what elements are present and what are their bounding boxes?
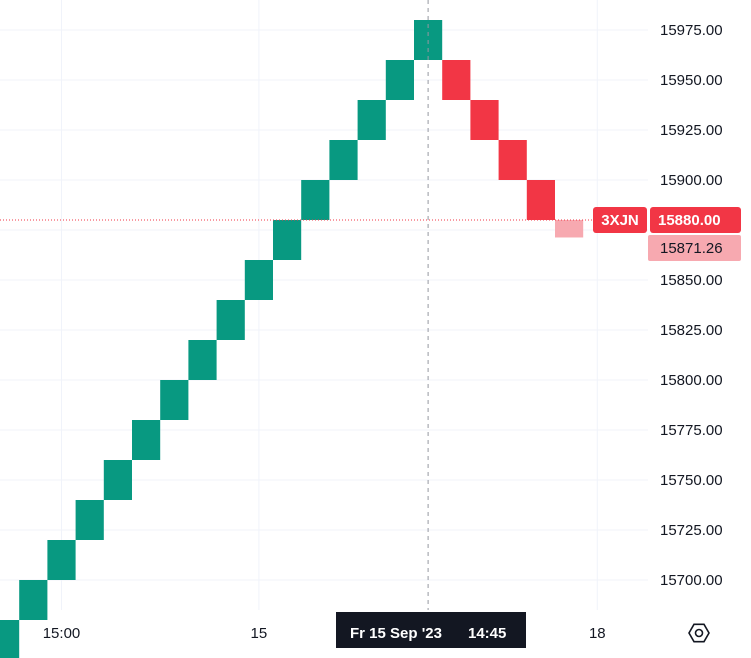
symbol-badge: 3XJN: [601, 212, 639, 229]
last-price-badge: 15880.00: [658, 212, 721, 229]
crosshair-date: Fr 15 Sep '23: [350, 625, 442, 642]
x-tick-label: 15:00: [43, 625, 81, 642]
overlays: [0, 0, 648, 610]
renko-brick: [244, 260, 273, 300]
renko-brick: [132, 420, 161, 460]
renko-brick: [357, 100, 386, 140]
y-tick-label: 15750.00: [660, 472, 723, 489]
renko-brick: [273, 220, 302, 260]
last-price-badge-bg: [650, 207, 741, 233]
renko-brick: [0, 620, 20, 658]
y-tick-label: 15925.00: [660, 122, 723, 139]
y-tick-label: 15725.00: [660, 522, 723, 539]
price-badges: 3XJN 15880.00 15871.26: [593, 207, 741, 261]
renko-brick: [301, 180, 330, 220]
renko-brick: [103, 460, 132, 500]
renko-brick: [160, 380, 189, 420]
crosshair-time: 14:45: [468, 625, 506, 642]
x-tick-label: 15: [251, 625, 268, 642]
y-tick-label: 15975.00: [660, 22, 723, 39]
symbol-badge-bg: [593, 207, 647, 233]
renko-brick: [526, 180, 555, 220]
crosshair-time-label: Fr 15 Sep '23 14:45: [336, 612, 526, 648]
y-tick-label: 15825.00: [660, 322, 723, 339]
settings-button[interactable]: [688, 623, 710, 643]
renko-bricks: [0, 20, 584, 658]
grid-lines: [0, 0, 648, 610]
gear-center-icon: [694, 628, 704, 638]
renko-brick: [385, 60, 414, 100]
renko-brick: [188, 340, 217, 380]
y-tick-label: 15850.00: [660, 272, 723, 289]
y-tick-label: 15950.00: [660, 72, 723, 89]
crosshair-label-bg: [336, 612, 526, 648]
renko-brick: [216, 300, 245, 340]
y-tick-label: 15900.00: [660, 172, 723, 189]
renko-brick: [75, 500, 104, 540]
y-tick-label: 15775.00: [660, 422, 723, 439]
y-tick-label: 15700.00: [660, 572, 723, 589]
renko-brick: [329, 140, 358, 180]
y-tick-label: 15800.00: [660, 372, 723, 389]
y-axis[interactable]: 15700.00 15725.00 15750.00 15775.00 15800.00…: [660, 22, 723, 589]
gear-hexagon-icon[interactable]: [688, 623, 710, 643]
current-price-badge: 15871.26: [660, 240, 723, 257]
current-price-badge-bg: [648, 235, 741, 261]
renko-brick: [470, 100, 499, 140]
renko-brick: [498, 140, 527, 180]
renko-brick: [47, 540, 76, 580]
renko-brick: [442, 60, 471, 100]
x-axis[interactable]: 15:00 15 18 Fr 15 Sep '23 14:45: [43, 612, 606, 648]
x-tick-label: 18: [589, 625, 606, 642]
renko-brick: [19, 580, 48, 620]
renko-brick: [555, 220, 584, 238]
